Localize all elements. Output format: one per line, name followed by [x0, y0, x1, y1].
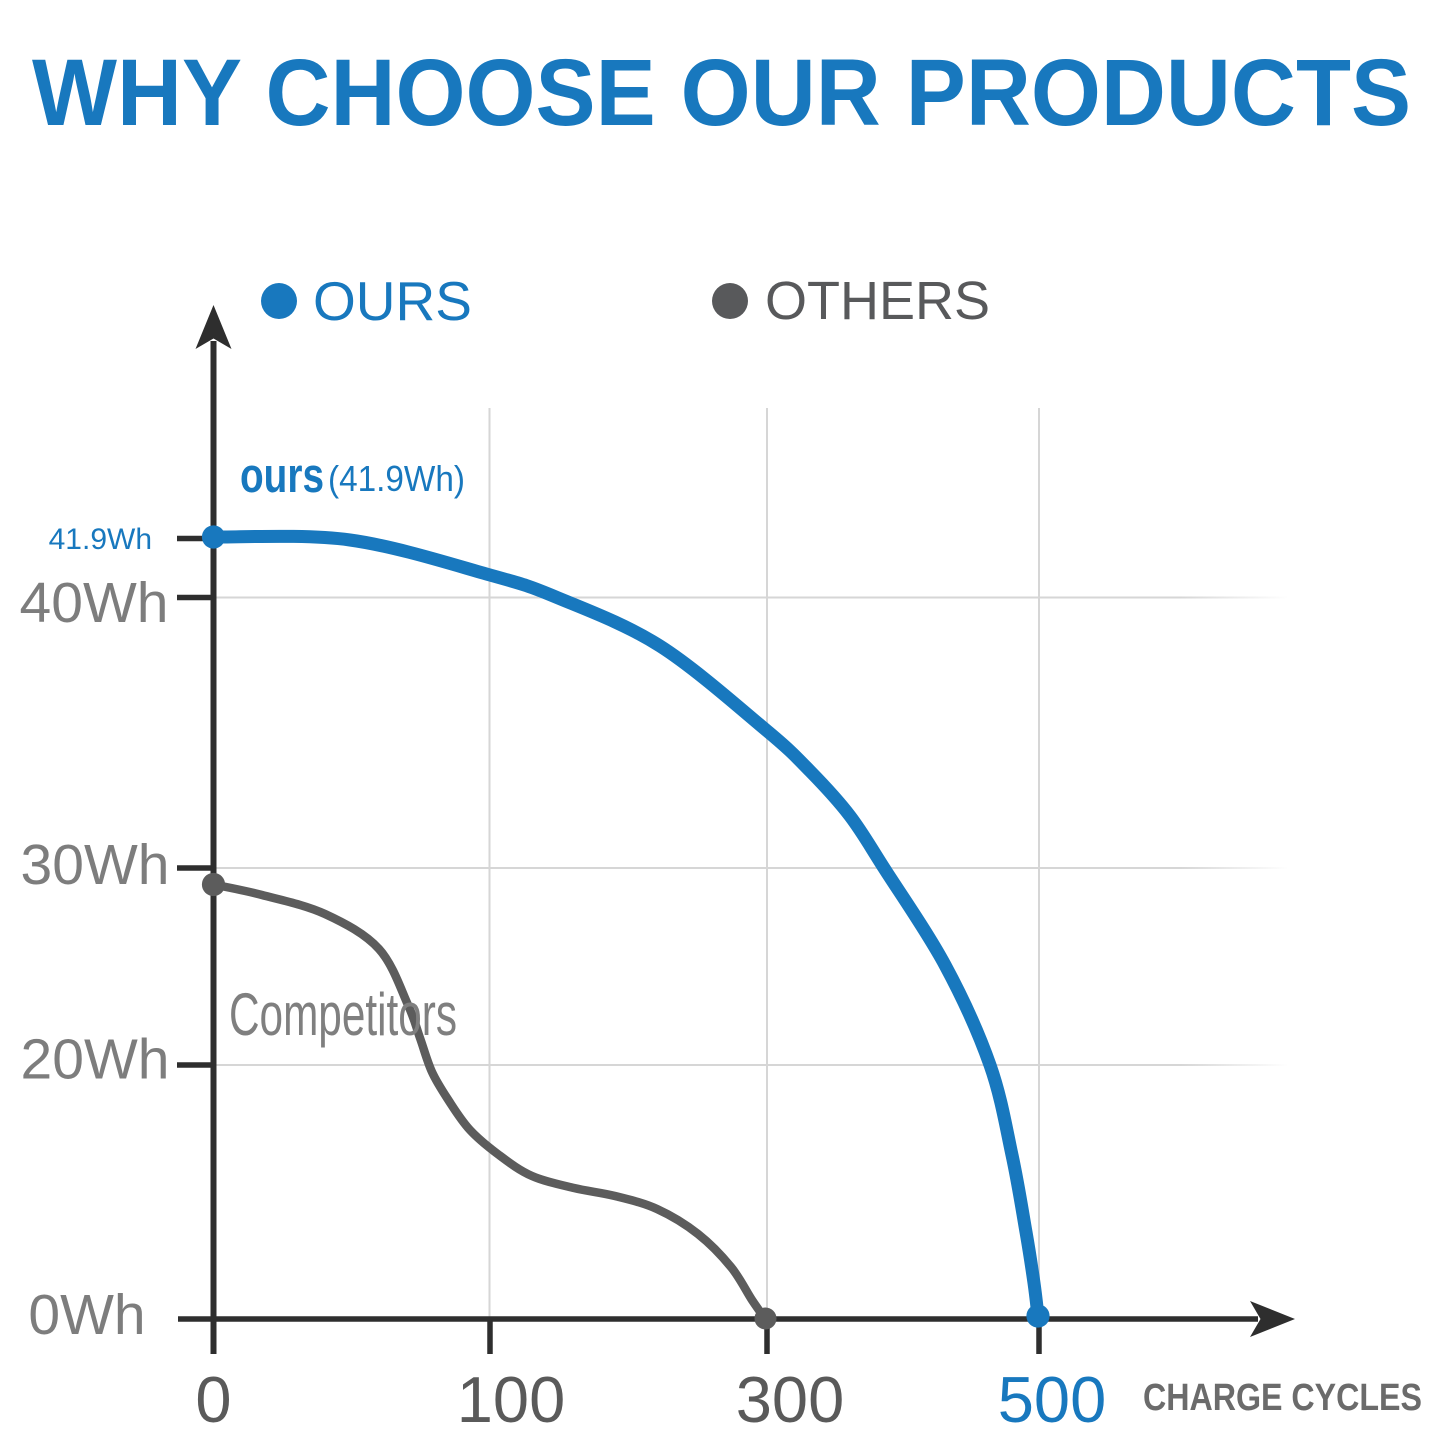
svg-text:WHY CHOOSE OUR PRODUCTS: WHY CHOOSE OUR PRODUCTS — [32, 40, 1411, 146]
svg-text:(41.9Wh): (41.9Wh) — [328, 458, 465, 499]
svg-text:OTHERS: OTHERS — [765, 271, 990, 331]
svg-text:20Wh: 20Wh — [21, 1028, 170, 1092]
svg-text:Competitors: Competitors — [229, 981, 457, 1048]
svg-text:100: 100 — [457, 1363, 565, 1436]
svg-text:500: 500 — [998, 1363, 1106, 1436]
svg-text:ours: ours — [240, 449, 324, 503]
svg-text:0Wh: 0Wh — [28, 1283, 145, 1347]
svg-text:CHARGE CYCLES: CHARGE CYCLES — [1143, 1377, 1422, 1419]
svg-text:41.9Wh: 41.9Wh — [49, 523, 152, 556]
svg-text:40Wh: 40Wh — [20, 571, 169, 635]
svg-text:0: 0 — [195, 1363, 231, 1436]
svg-text:30Wh: 30Wh — [21, 833, 170, 897]
svg-text:OURS: OURS — [313, 270, 472, 332]
svg-text:300: 300 — [736, 1363, 844, 1436]
